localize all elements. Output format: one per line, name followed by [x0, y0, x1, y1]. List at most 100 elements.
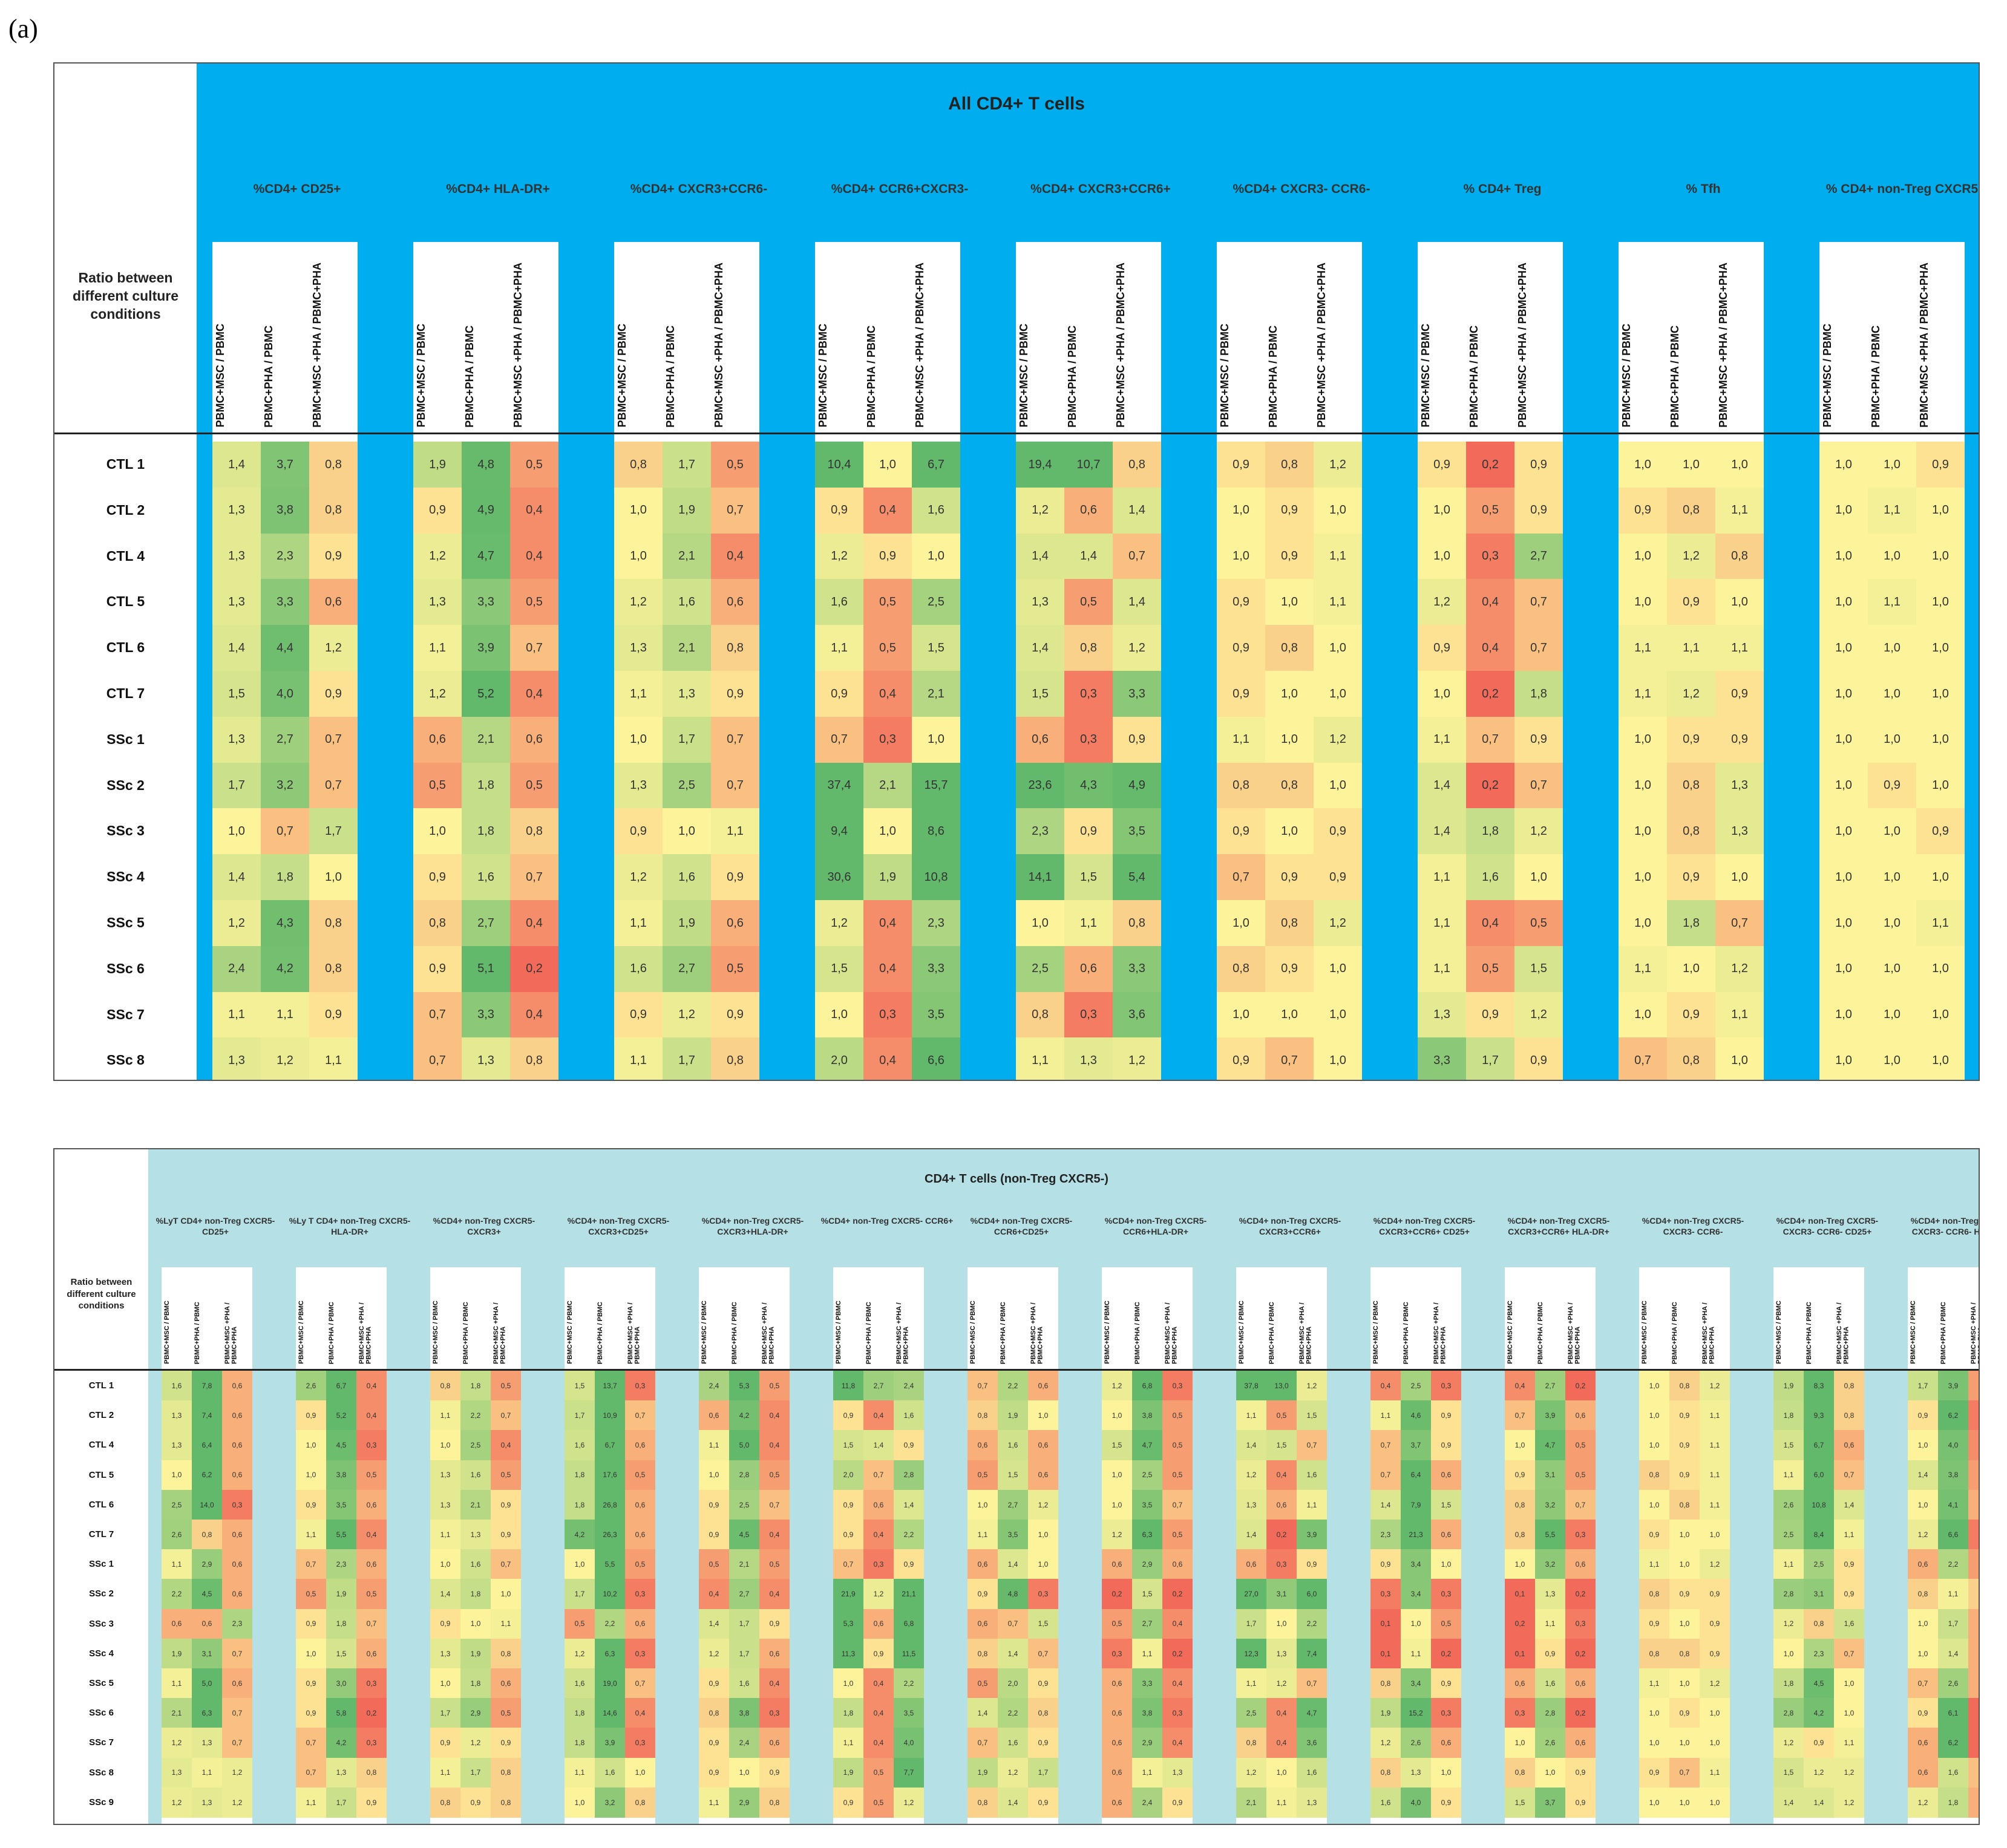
heatmap-cell: 0,7 — [1265, 1037, 1314, 1080]
heatmap-cell: 1,2 — [413, 533, 462, 580]
heatmap-cell: 1,8 — [462, 762, 510, 809]
heatmap-cell: 0,3 — [1968, 1520, 1979, 1550]
heatmap-cell: 0,8 — [1908, 1579, 1938, 1610]
row-label: CTL 4 — [88, 1440, 114, 1451]
group-gap-strip — [417, 1149, 430, 1824]
heatmap-cell: 0,8 — [1667, 1037, 1715, 1080]
heatmap-cell: 1,0 — [699, 1460, 729, 1490]
heatmap-cell: 0,9 — [1916, 808, 1965, 855]
group-gap-strip — [1223, 1149, 1236, 1824]
heatmap-cell: 0,4 — [863, 1698, 894, 1728]
heatmap-cell: 3,4 — [1401, 1579, 1431, 1610]
heatmap-cell: 1,8 — [460, 1371, 491, 1401]
heatmap-cell: 2,4 — [1132, 1787, 1162, 1818]
heatmap-cell: 0,6 — [1505, 1668, 1535, 1699]
heatmap-cell: 1,3 — [460, 1520, 491, 1550]
heatmap-cell: 2,2 — [894, 1520, 924, 1550]
heatmap-cell: 5,4 — [1113, 854, 1161, 901]
column-header-box: PBMC+MSC / PBMC PBMC+PHA / PBMC PBMC+MSC +… — [1819, 242, 1965, 433]
heatmap-cell: 0,9 — [1667, 579, 1715, 625]
heatmap-cell: 1,2 — [863, 1579, 894, 1610]
heatmap-cell: 1,3 — [162, 1757, 192, 1788]
heatmap-cell: 19,0 — [595, 1668, 625, 1699]
heatmap-cell: 1,4 — [967, 1698, 998, 1728]
heatmap-cell: 3,4 — [1401, 1668, 1431, 1699]
heatmap-cell: 0,6 — [1565, 1728, 1596, 1758]
heatmap-cell: 14,0 — [192, 1489, 222, 1520]
column-label: PBMC+PHA / PBMC — [328, 1301, 335, 1364]
column-label: PBMC+MSC +PHA / PBMC+PHA — [1918, 263, 1930, 428]
column-label: PBMC+MSC +PHA / PBMC+PHA — [1115, 263, 1127, 428]
column-label: PBMC+PHA / PBMC — [1669, 325, 1681, 428]
heatmap-cell: 0,3 — [759, 1698, 790, 1728]
heatmap-cell: 0,7 — [222, 1728, 252, 1758]
heatmap-cell: 1,1 — [192, 1757, 222, 1788]
heatmap-cell: 1,5 — [1431, 1489, 1461, 1520]
heatmap-cell: 1,1 — [1418, 945, 1466, 993]
heatmap-cell: 1,2 — [1016, 487, 1064, 534]
group-title: %CD4+ CCR6+CXCR3- — [831, 182, 969, 196]
heatmap-cell: 0,7 — [296, 1549, 326, 1579]
heatmap-cell: 1,4 — [1113, 579, 1161, 625]
heatmap-cell: 1,6 — [663, 854, 711, 901]
heatmap-cell: 0,9 — [1916, 442, 1965, 488]
heatmap-cell: 1,0 — [1217, 533, 1265, 580]
heatmap-cell: 1,0 — [413, 808, 462, 855]
heatmap-cell: 0,7 — [1217, 854, 1265, 901]
heatmap-cell: 1,7 — [1938, 1608, 1968, 1639]
heatmap-cell: 0,5 — [863, 579, 912, 625]
heatmap-cell: 1,8 — [1466, 808, 1514, 855]
heatmap-cell: 1,3 — [462, 1037, 510, 1080]
heatmap-cell: 0,7 — [625, 1668, 655, 1699]
heatmap-cell: 1,0 — [1217, 991, 1265, 1038]
column-header-box: PBMC+MSC / PBMC PBMC+PHA / PBMC PBMC+MSC +… — [815, 242, 960, 433]
heatmap-cell: 1,7 — [663, 442, 711, 488]
heatmap-cell: 1,1 — [212, 991, 261, 1038]
heatmap-cell: 1,9 — [162, 1638, 192, 1669]
heatmap-cell: 0,5 — [759, 1460, 790, 1490]
heatmap-cell: 0,2 — [1565, 1579, 1596, 1610]
heatmap-cell: 2,8 — [1773, 1579, 1804, 1610]
heatmap-cell: 2,6 — [1938, 1668, 1968, 1699]
heatmap-cell: 2,8 — [729, 1460, 759, 1490]
heatmap-cell: 3,7 — [1535, 1787, 1565, 1818]
heatmap-cell: 0,9 — [699, 1489, 729, 1520]
heatmap-cell: 1,0 — [1916, 625, 1965, 671]
group-gap-strip — [558, 64, 598, 1080]
heatmap-cell: 0,9 — [1265, 854, 1314, 901]
heatmap-cell: 3,8 — [1132, 1400, 1162, 1431]
heatmap-cell: 0,2 — [1466, 671, 1514, 717]
column-label: PBMC+MSC / PBMC — [1641, 1301, 1648, 1364]
heatmap-cell: 1,1 — [1314, 579, 1362, 625]
heatmap-cell: 1,0 — [1619, 579, 1667, 625]
heatmap-cell: 0,5 — [1162, 1400, 1193, 1431]
heatmap-cell: 1,0 — [1868, 625, 1916, 671]
column-label: PBMC+MSC +PHA / PBMC+PHA — [895, 1302, 910, 1364]
heatmap-cell: 3,5 — [998, 1520, 1028, 1550]
heatmap-cell: 4,0 — [894, 1728, 924, 1758]
heatmap-cell: 0,4 — [711, 533, 759, 580]
heatmap-cell: 0,8 — [1968, 1579, 1979, 1610]
heatmap-cell: 1,0 — [1916, 945, 1965, 993]
heatmap-cell: 1,2 — [1834, 1787, 1864, 1818]
heatmap-cell: 0,9 — [1370, 1549, 1401, 1579]
group-title: %CD4+ non-Treg CXCR5- CXCR3- CCR6- HLA-D… — [1910, 1216, 1980, 1236]
heatmap-cell: 1,0 — [1819, 762, 1868, 809]
heatmap-cell: 0,8 — [1669, 1489, 1700, 1520]
heatmap-cell: 1,1 — [1715, 625, 1764, 671]
heatmap-cell: 1,0 — [1619, 716, 1667, 763]
heatmap-cell: 1,0 — [1266, 1608, 1297, 1639]
heatmap-cell: 0,6 — [1028, 1371, 1058, 1401]
row-label: CTL 1 — [88, 1380, 114, 1391]
heatmap-cell: 1,0 — [1314, 671, 1362, 717]
heatmap-cell: 0,9 — [1700, 1608, 1730, 1639]
heatmap-cell: 1,0 — [912, 716, 960, 763]
heatmap-cell: 1,5 — [833, 1430, 863, 1461]
heatmap-cell: 8,4 — [1804, 1520, 1834, 1550]
heatmap-cell: 1,8 — [1667, 900, 1715, 947]
heatmap-cell: 3,5 — [326, 1489, 356, 1520]
heatmap-cell: 1,0 — [1700, 1728, 1730, 1758]
heatmap-cell: 1,3 — [1715, 762, 1764, 809]
heatmap-cell: 1,0 — [565, 1549, 595, 1579]
heatmap-cell: 1,0 — [1908, 1489, 1938, 1520]
